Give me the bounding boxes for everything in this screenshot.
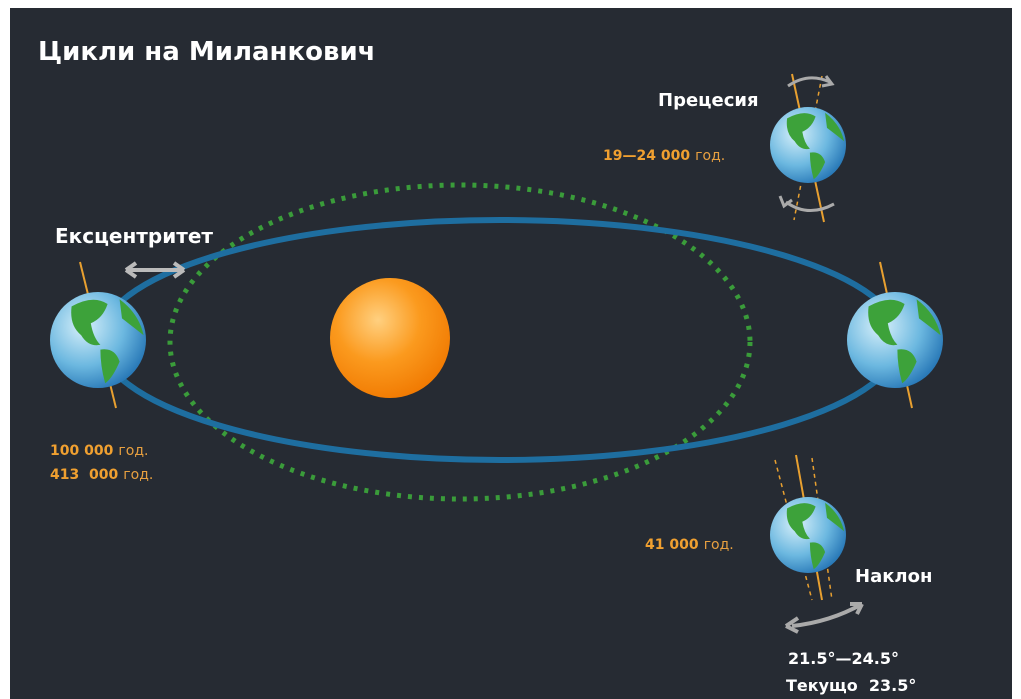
period-value: 100 000 [50, 443, 114, 459]
period-unit: год. [118, 443, 148, 459]
period: 100 000 год. [50, 440, 148, 459]
title: Цикли на Миланкович [38, 37, 376, 67]
label: Прецесия [658, 90, 759, 111]
period: 413 000 год. [50, 464, 153, 483]
sun [330, 278, 450, 398]
earth [770, 497, 846, 573]
period-value: 413 000 [50, 467, 118, 483]
label: Ексцентритет [55, 224, 213, 248]
period-value: 41 000 [645, 537, 699, 553]
period: 19—24 000 год. [603, 145, 725, 164]
earth [50, 292, 146, 388]
earth [847, 292, 943, 388]
label: Наклон [855, 566, 932, 587]
range: 21.5°—24.5° [788, 649, 899, 668]
period-value: 19—24 000 [603, 148, 690, 164]
period-unit: год. [695, 148, 725, 164]
diagram: Цикли на Миланкович Прецесия 19—24 000 г… [0, 0, 1021, 699]
current: Текущо 23.5° [786, 676, 916, 695]
page: Цикли на Миланкович Прецесия 19—24 000 г… [0, 0, 1021, 699]
period-unit: год. [704, 537, 734, 553]
period: 41 000 год. [645, 534, 734, 553]
period-unit: год. [123, 467, 153, 483]
earth [770, 107, 846, 183]
